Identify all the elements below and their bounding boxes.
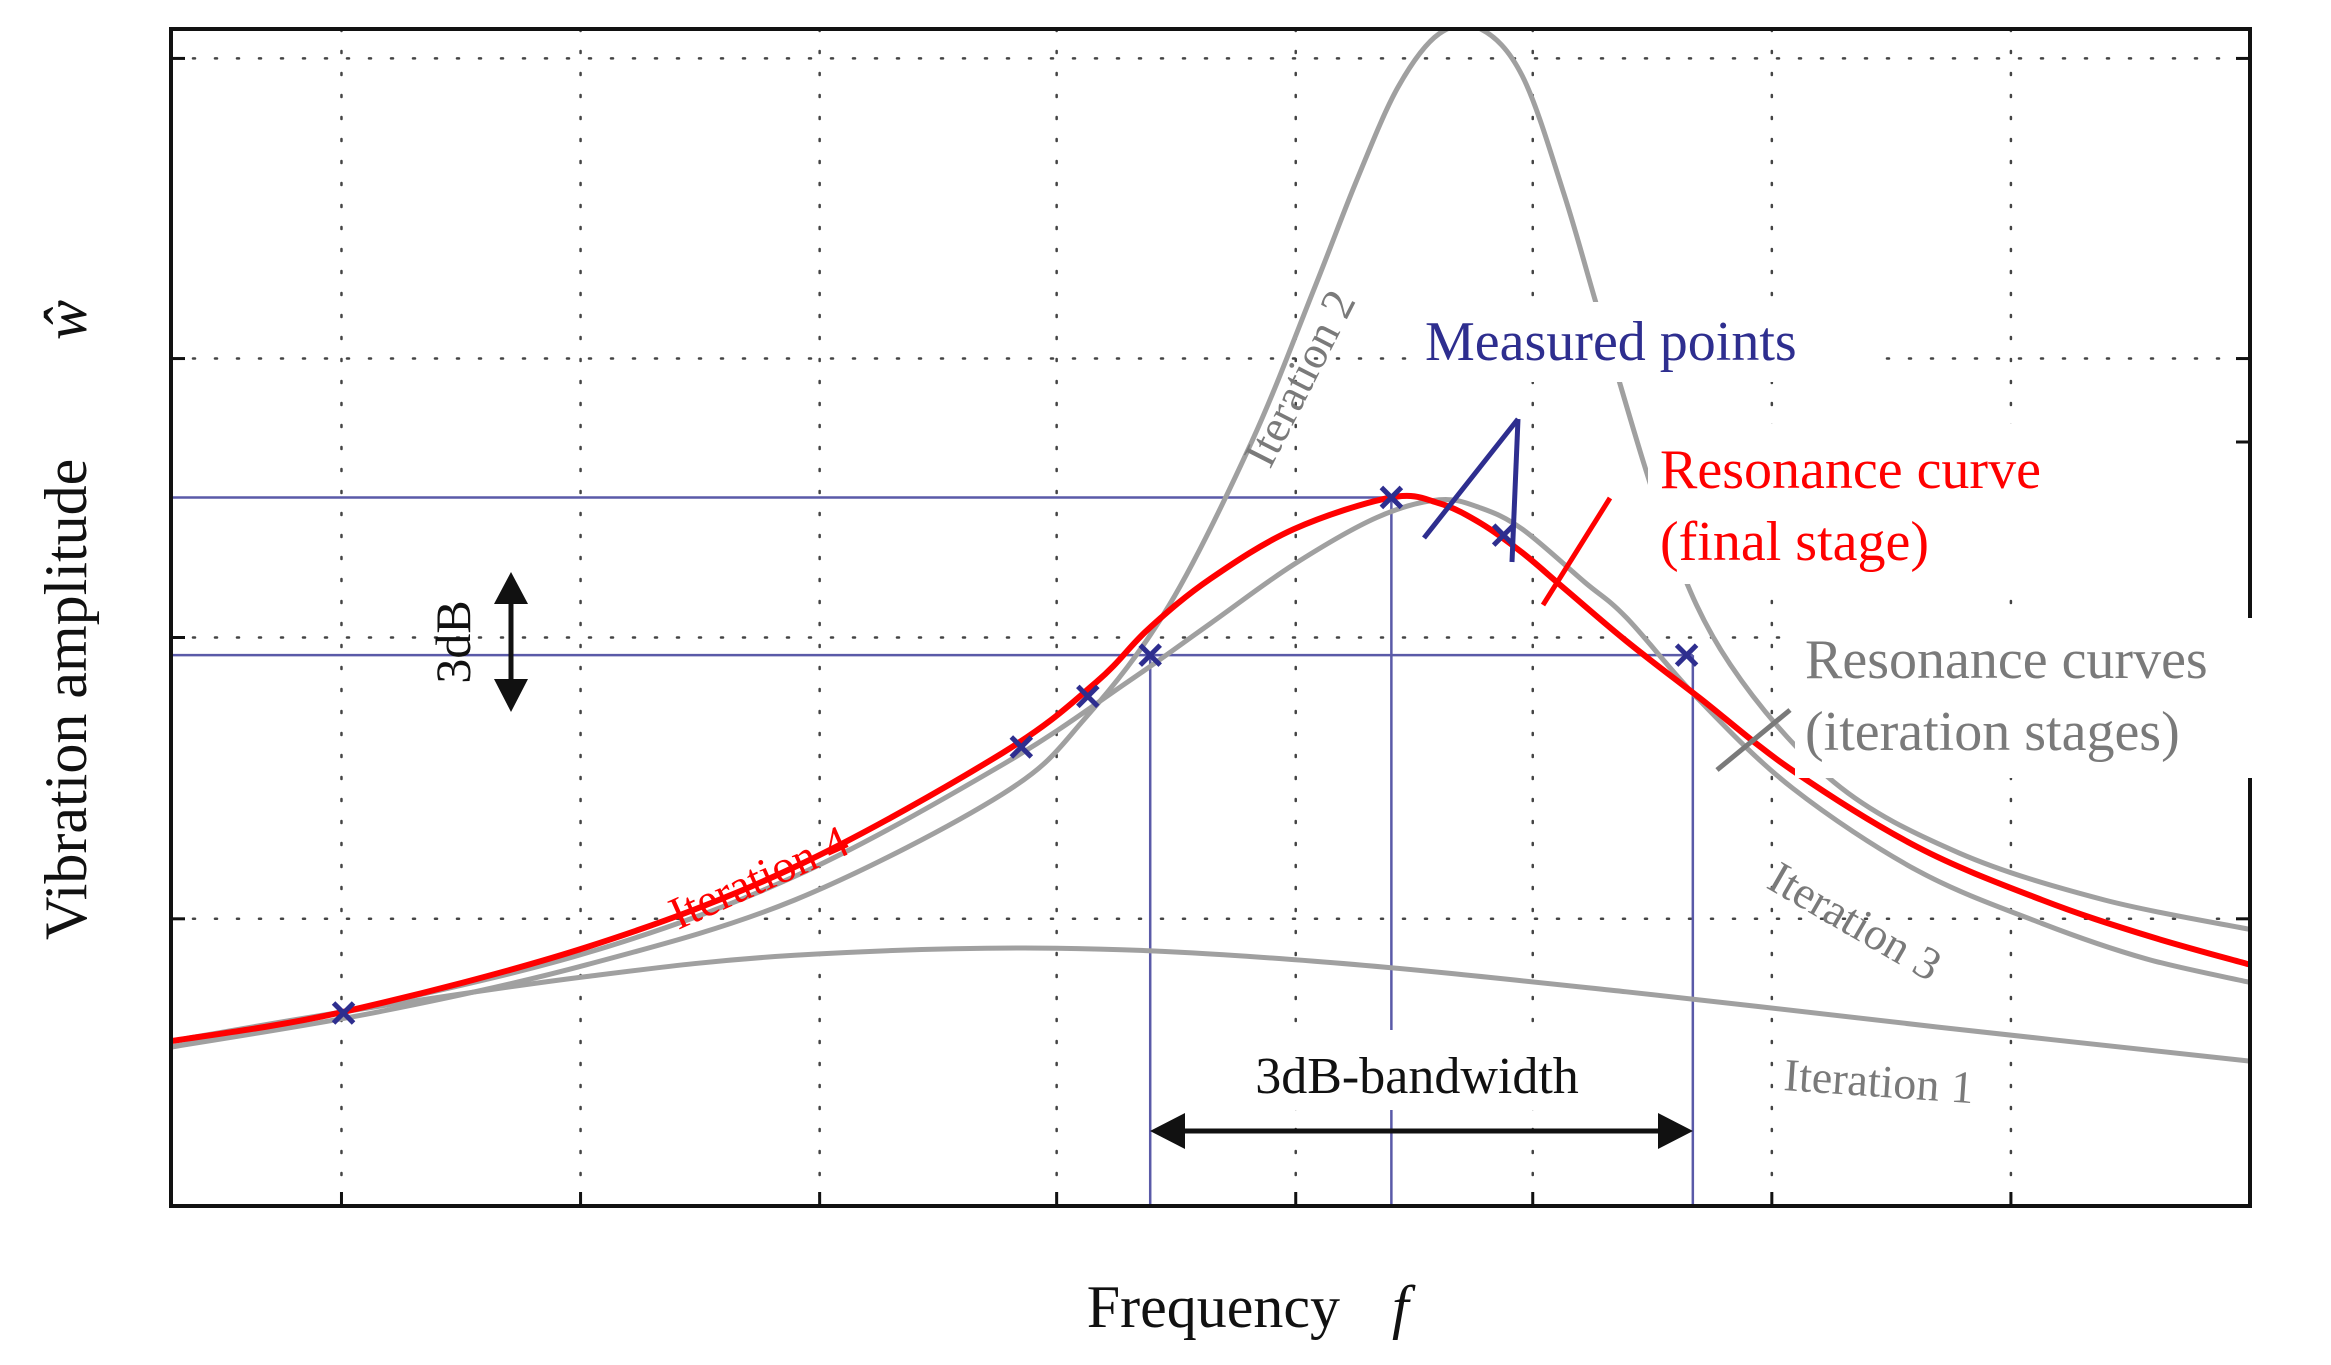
axis-ticks [171,56,2250,1206]
resonance-iter-callout: Resonance curves (iteration stages) [1715,618,2331,778]
series-line-3 [171,496,2250,1050]
measured-points-label: Measured points [1425,311,1797,373]
resonance-iter-line2: (iteration stages) [1805,701,2180,763]
plot-frame [169,27,2252,1208]
measured-label-bg [1415,302,1885,382]
series-group [171,29,2250,1064]
measured-point-stroke-b [1379,485,1404,510]
three-db-label: 3dB [425,600,481,683]
measured-point-stroke-b [1674,643,1699,667]
measured-point-stroke-b [331,1001,356,1025]
measured-point-stroke-b [1076,684,1100,709]
measured-point-stroke-b [1491,523,1516,547]
measured-leader-right [1509,418,1521,563]
measured-points-callout: Measured points [1415,302,1885,563]
resonance-final-line2: (final stage) [1660,511,1929,573]
iteration-2-label: Iteration 2 [1233,282,1365,475]
series-line-2 [171,29,2250,1050]
measured-point-5 [1379,485,1404,510]
x-axis-symbol: f [1392,1274,1416,1340]
measured-point-1 [331,1001,356,1025]
iteration-4-label: Iteration 4 [661,815,856,939]
measured-point-stroke-b [1138,643,1162,667]
three-db-arrow-up [494,572,528,604]
measured-point-stroke-b [1009,735,1034,759]
bandwidth-arrow-left [1150,1113,1185,1149]
bandwidth-label: 3dB-bandwidth [1255,1048,1579,1105]
three-db-arrow-down [494,679,528,712]
resonance-final-callout: Resonance curve (final stage) [1540,424,2138,607]
measured-point-4 [1138,643,1162,667]
resonance-final-leader [1540,496,1613,607]
resonance-iter-leader [1715,708,1792,772]
x-axis-title: Frequency [1087,1274,1340,1340]
resonance-iter-bg [1795,618,2331,778]
bandwidth-label-bg [1195,1030,1655,1110]
measured-point-3 [1076,684,1100,709]
bandwidth-annotation: 3dB-bandwidth [1150,1030,1693,1149]
measured-point-7 [1674,643,1699,667]
y-axis-symbol: ŵ [33,300,99,340]
y-axis-label: Vibration amplitude ŵ [33,300,99,940]
resonance-final-bg [1648,424,2138,584]
measured-leader-left [1422,417,1520,540]
resonance-iter-line1: Resonance curves [1805,629,2208,691]
iteration-1-label: Iteration 1 [1782,1049,1975,1113]
three-db-annotation: 3dB [425,572,528,712]
measured-points-group [331,485,1699,1025]
y-axis-title: Vibration amplitude [33,459,99,940]
measured-point-2 [1009,735,1034,759]
measured-point-6 [1491,523,1516,547]
reference-lines [171,496,1695,1206]
x-axis-label: Frequency f [1087,1274,1416,1340]
resonance-final-line1: Resonance curve [1660,439,2041,501]
series-line-4 [171,492,2250,1045]
bandwidth-arrow-right [1658,1113,1693,1149]
